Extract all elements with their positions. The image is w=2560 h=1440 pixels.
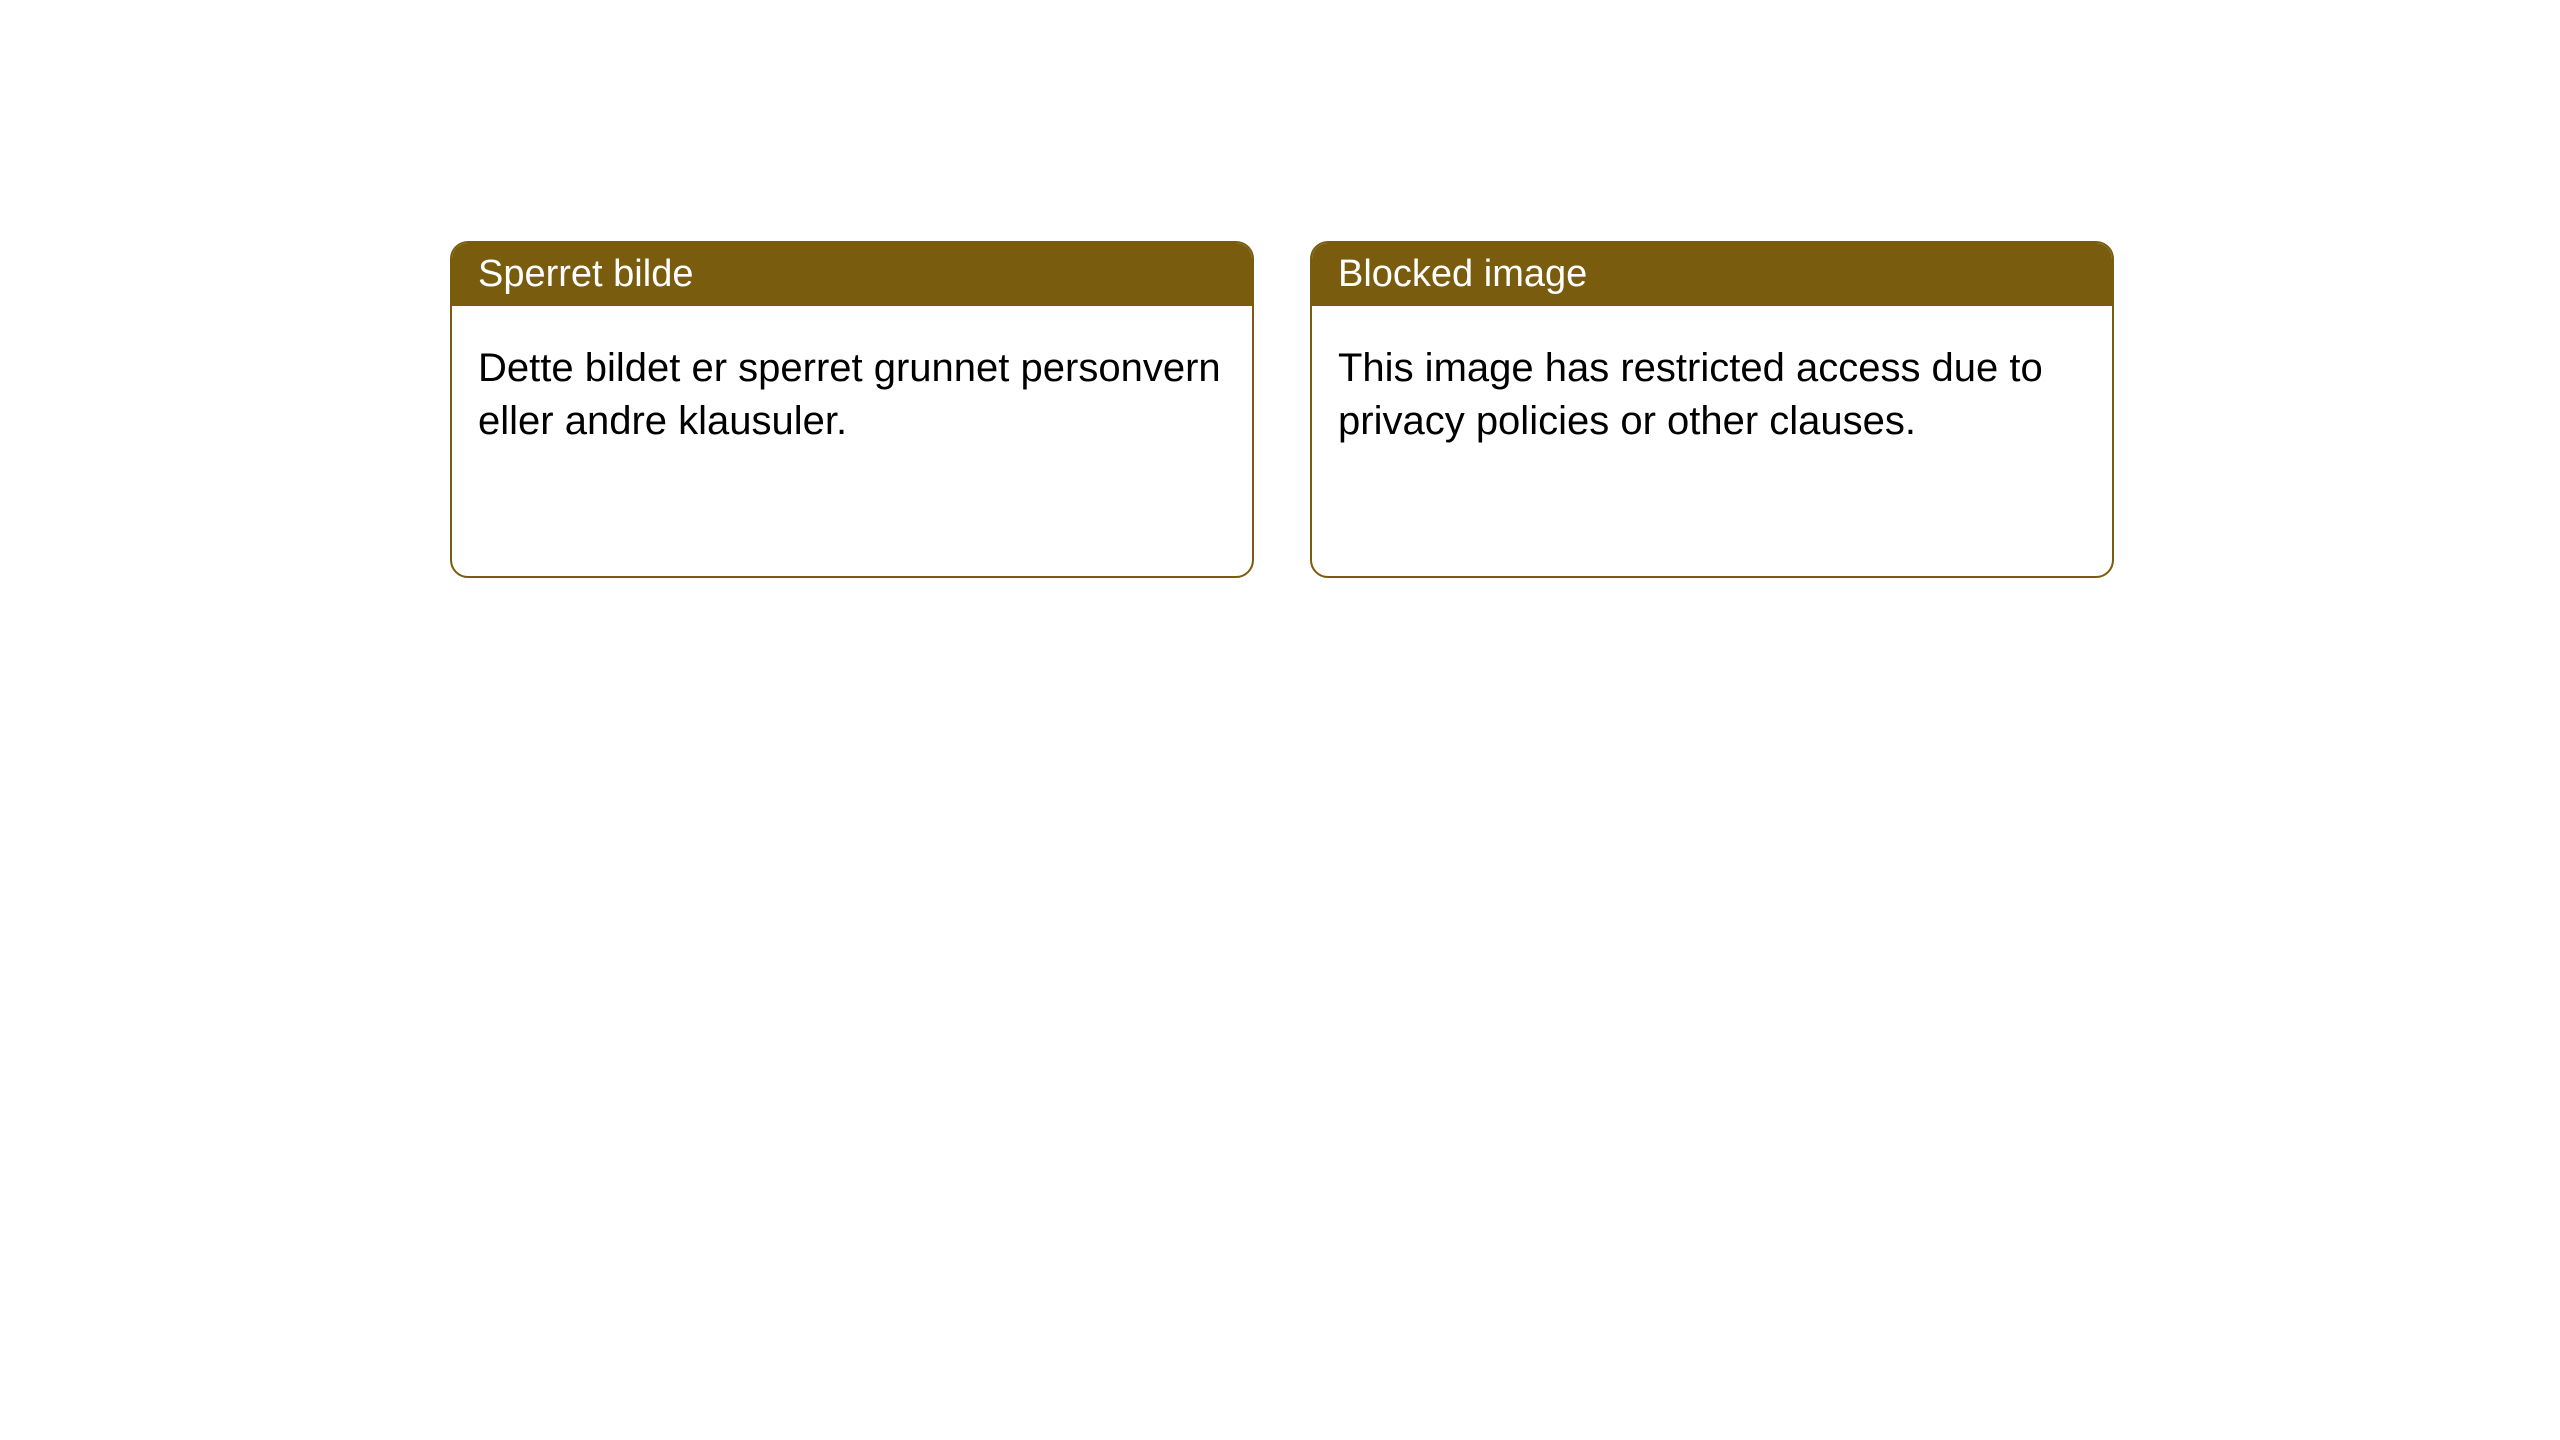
- notice-box-norwegian: Sperret bilde Dette bildet er sperret gr…: [450, 241, 1254, 578]
- notice-container: Sperret bilde Dette bildet er sperret gr…: [0, 0, 2560, 578]
- notice-body: This image has restricted access due to …: [1312, 306, 2112, 576]
- notice-header: Sperret bilde: [452, 243, 1252, 306]
- notice-box-english: Blocked image This image has restricted …: [1310, 241, 2114, 578]
- notice-body: Dette bildet er sperret grunnet personve…: [452, 306, 1252, 576]
- notice-title: Blocked image: [1338, 253, 1587, 295]
- notice-body-text: Dette bildet er sperret grunnet personve…: [478, 346, 1221, 443]
- notice-body-text: This image has restricted access due to …: [1338, 346, 2043, 443]
- notice-title: Sperret bilde: [478, 253, 693, 295]
- notice-header: Blocked image: [1312, 243, 2112, 306]
